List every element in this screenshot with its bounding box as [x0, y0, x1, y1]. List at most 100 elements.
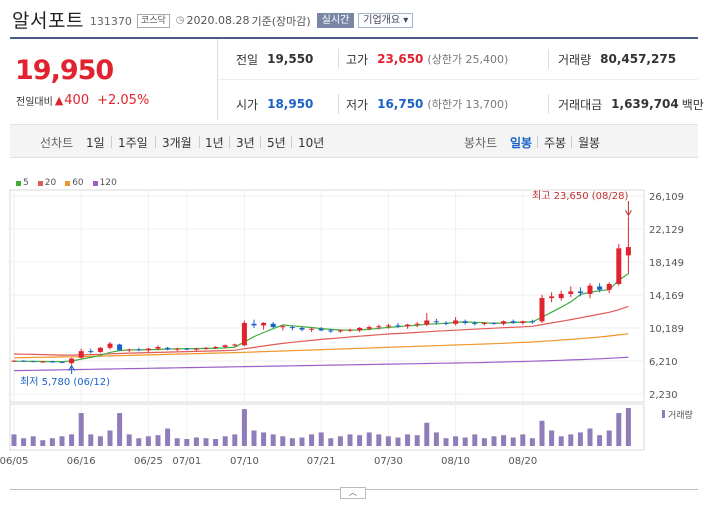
divider [291, 136, 292, 148]
candle [385, 323, 391, 329]
price-chart[interactable]: 거래량 26,10922,12918,14914,16910,1896,2102… [0, 0, 708, 486]
volume-bar [414, 435, 420, 446]
volume-bar [337, 436, 343, 446]
candle [328, 328, 334, 333]
candle [203, 346, 209, 350]
realtime-button[interactable]: 실시간 [316, 13, 355, 28]
volume-bar [165, 428, 171, 446]
candle [424, 312, 430, 327]
change-percent: +2.05% [97, 93, 150, 108]
volume-plot-area [9, 403, 645, 451]
divider [338, 94, 339, 114]
candle-body [347, 329, 353, 331]
stat-open: 시가 18,950 [236, 84, 313, 124]
stat-label: 고가 [346, 52, 369, 67]
stat-prev-close: 전일 19,550 [236, 39, 313, 79]
period-1y[interactable]: 1년 [205, 136, 224, 150]
candle [405, 323, 411, 329]
high-arrow-head [624, 210, 632, 217]
volume-bar [539, 420, 545, 446]
candle [193, 347, 199, 351]
candle [280, 324, 286, 331]
change-amount: 400 [64, 93, 90, 108]
volume-legend-swatch [662, 410, 665, 418]
stat-value: 18,950 [267, 97, 314, 111]
divider [548, 94, 549, 114]
candle [299, 326, 305, 332]
volume-bar [318, 432, 324, 446]
corp-overview-dropdown[interactable]: 기업개요 ▾ [358, 13, 414, 28]
corp-overview-label: 기업개요 [363, 15, 401, 26]
period-3y[interactable]: 3년 [236, 136, 255, 150]
period-1w[interactable]: 1주일 [118, 136, 148, 150]
candle [318, 327, 324, 332]
x-tick-label: 07/01 [172, 456, 201, 467]
candle [49, 360, 55, 363]
candle [414, 322, 420, 328]
divider [155, 136, 156, 148]
collapse-button[interactable]: ︿ [340, 487, 366, 499]
volume-bar [289, 438, 295, 446]
candle-body [232, 344, 238, 346]
candle-body [606, 283, 612, 290]
stat-label: 거래대금 [558, 97, 603, 112]
candle [184, 347, 190, 351]
candle-body [549, 296, 555, 299]
candle-body [88, 351, 94, 353]
period-10y[interactable]: 10년 [298, 136, 325, 150]
stat-value: 1,639,704 [611, 97, 679, 111]
candle [337, 329, 343, 333]
candle-body [539, 298, 545, 322]
candle-body [69, 358, 75, 364]
volume-bar [88, 434, 94, 446]
candle [558, 290, 564, 301]
candle [577, 287, 583, 297]
ma-legend: 5 20 60 120 [16, 178, 126, 188]
candle-body [568, 291, 574, 294]
stat-label: 저가 [346, 97, 369, 112]
candle-body [49, 361, 55, 363]
legend-swatch [37, 180, 43, 186]
volume-bar [616, 413, 622, 446]
y-axis-ticks: 26,109 22,129 18,149 14,169 10,189 6,210 2,230 [649, 192, 684, 401]
candle-body [136, 349, 142, 351]
candle [289, 325, 295, 331]
candle-body [481, 322, 487, 324]
candle [395, 322, 401, 328]
stat-low: 저가 16,750 (하한가 13,700) [346, 84, 508, 124]
candle [251, 319, 257, 328]
candle-body [145, 348, 151, 351]
ma20-line [13, 305, 629, 356]
candle-body [577, 291, 583, 294]
volume-bar [405, 434, 411, 446]
y-tick-label: 2,230 [649, 390, 678, 401]
divider [338, 49, 339, 69]
volume-bar [145, 436, 151, 446]
legend-label: 5 [23, 178, 29, 188]
period-1d[interactable]: 1일 [86, 136, 105, 150]
basis-text: 기준(장마감) [251, 14, 311, 28]
candle-body [117, 344, 123, 351]
candle-body [97, 347, 103, 352]
price-stats: 전일 19,550 고가 23,650 (상한가 25,400) 거래량 80,… [218, 39, 704, 120]
candle [462, 319, 468, 325]
legend-ma60: 60 [65, 178, 84, 188]
period-3m[interactable]: 3개월 [162, 136, 192, 150]
candle-body [184, 348, 190, 350]
candle [232, 343, 238, 347]
candle-monthly[interactable]: 월봉 [578, 136, 601, 150]
candle-weekly[interactable]: 주봉 [544, 136, 567, 150]
volume-bar [366, 432, 372, 446]
volume-bar [280, 436, 286, 446]
volume-bar [11, 434, 17, 446]
candle-body [357, 327, 363, 331]
volume-bar [347, 434, 353, 446]
stat-sub: (상한가 25,400) [427, 53, 509, 66]
stock-name: 알서포트 [12, 9, 84, 32]
period-5y[interactable]: 5년 [267, 136, 286, 150]
candle-body [405, 324, 411, 327]
candle-body [395, 325, 401, 327]
candle-daily[interactable]: 일봉 [510, 136, 533, 150]
candle-body [625, 247, 631, 256]
candle [481, 322, 487, 326]
